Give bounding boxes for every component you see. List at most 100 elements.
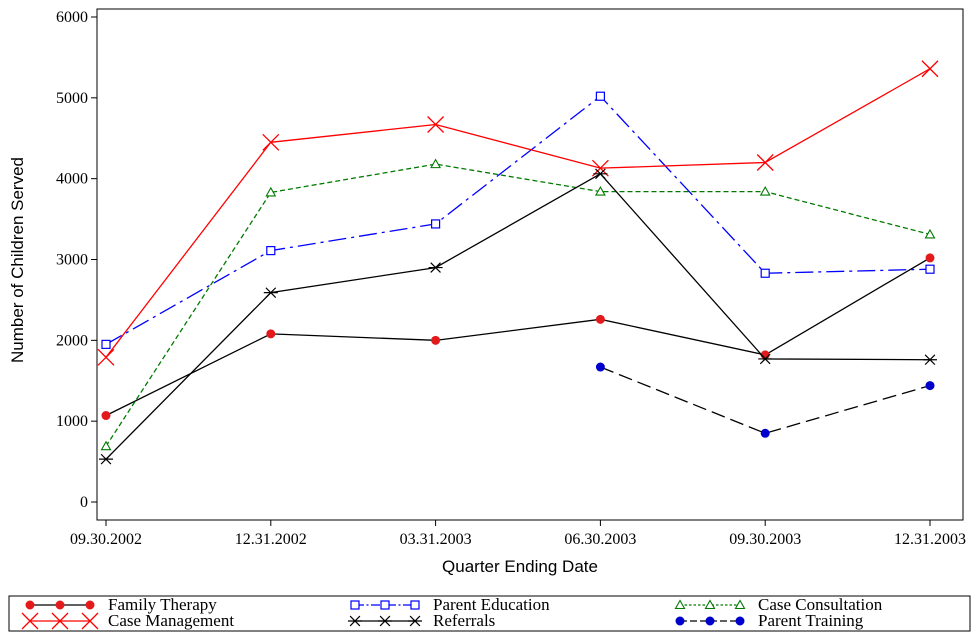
legend-item-parent-education: Parent Education	[350, 595, 550, 614]
x-tick-label: 03.31.2003	[400, 531, 472, 548]
legend-label-case-management: Case Management	[108, 611, 234, 630]
series-referrals	[99, 168, 937, 465]
plot-frame	[96, 8, 964, 521]
data-point-case-management-shape	[262, 133, 280, 151]
data-point-family-therapy-shape	[595, 314, 605, 324]
data-point-case-management-shape	[921, 60, 939, 78]
legend-marker-parent-education	[410, 600, 420, 610]
legend-box	[8, 595, 971, 632]
series-line-case-management	[105, 68, 931, 358]
legend-marker-referrals-shape	[378, 615, 392, 627]
legend-marker-family-therapy	[25, 600, 35, 610]
y-tick-label: 0	[80, 494, 88, 511]
data-point-referrals-shape	[99, 453, 113, 465]
data-point-case-management	[921, 60, 939, 78]
data-point-case-management	[262, 133, 280, 151]
series-line-family-therapy	[105, 257, 931, 417]
legend-marker-parent-education	[350, 600, 360, 610]
data-point-family-therapy-shape	[266, 329, 276, 339]
series-parent-education	[101, 91, 935, 349]
data-point-family-therapy	[431, 335, 441, 345]
data-point-parent-training	[595, 362, 605, 372]
data-point-parent-education	[101, 339, 111, 349]
data-point-case-management-shape	[427, 116, 445, 133]
data-point-parent-education-shape	[101, 339, 111, 349]
series-parent-training	[595, 362, 935, 438]
data-point-case-consultation-shape	[924, 228, 936, 239]
legend-marker-parent-education-shape	[410, 600, 420, 610]
data-point-case-management-shape	[756, 154, 774, 171]
legend-marker-case-management	[21, 612, 39, 630]
data-point-referrals-shape	[923, 354, 937, 366]
data-point-parent-training-shape	[595, 362, 605, 372]
legend-label-family-therapy: Family Therapy	[108, 595, 217, 614]
data-point-parent-education	[925, 264, 935, 274]
legend-marker-parent-training	[705, 616, 715, 626]
series-case-management	[97, 60, 939, 366]
data-point-case-management-shape	[97, 348, 115, 366]
data-point-family-therapy	[101, 411, 111, 421]
data-point-parent-education-shape	[760, 268, 770, 278]
x-tick-label: 06.30.2003	[564, 531, 636, 548]
legend-marker-referrals-shape	[348, 615, 362, 627]
data-point-parent-education	[266, 246, 276, 256]
data-point-referrals	[758, 353, 773, 365]
legend-marker-case-consultation	[734, 599, 746, 610]
data-point-parent-education	[431, 219, 441, 229]
legend-item-parent-training: Parent Training	[675, 611, 864, 630]
legend-label-parent-education: Parent Education	[433, 595, 550, 614]
axes: 0 1000 2000 3000 4000 5000 6000 09.30.2002 12.31…	[56, 8, 966, 548]
legend-marker-case-consultation	[704, 599, 716, 610]
legend-marker-family-therapy-shape	[55, 600, 65, 610]
legend-marker-parent-education-shape	[380, 600, 390, 610]
data-point-parent-training-shape	[925, 381, 935, 391]
legend-marker-case-consultation-shape	[674, 599, 686, 610]
data-point-case-consultation-shape	[430, 158, 442, 169]
data-point-case-consultation	[594, 185, 606, 196]
data-point-parent-education-shape	[431, 219, 441, 229]
legend-marker-referrals	[408, 615, 422, 627]
data-point-case-consultation	[430, 158, 442, 169]
y-tick-label: 2000	[56, 332, 88, 349]
data-point-referrals	[263, 287, 278, 298]
data-point-parent-education-shape	[595, 91, 606, 101]
data-point-family-therapy-shape	[101, 411, 111, 421]
legend-marker-case-consultation-shape	[704, 599, 716, 610]
y-axis-title: Number of Children Served	[8, 157, 27, 363]
legend-item-case-management: Case Management	[21, 611, 234, 630]
data-point-case-consultation-shape	[265, 186, 277, 197]
legend-marker-parent-training-shape	[735, 616, 745, 626]
legend-marker-family-therapy	[55, 600, 65, 610]
legend-marker-parent-training	[735, 616, 745, 626]
data-point-family-therapy	[595, 314, 605, 324]
legend-marker-case-consultation	[674, 599, 686, 610]
legend-marker-case-management	[51, 612, 69, 630]
data-point-case-consultation	[100, 440, 112, 451]
x-tick-label: 09.30.2002	[70, 531, 142, 548]
legend-marker-referrals	[378, 615, 392, 627]
data-point-parent-education-shape	[925, 264, 935, 274]
data-point-parent-education	[760, 268, 770, 278]
data-point-referrals-shape	[593, 168, 608, 180]
legend-label-case-consultation: Case Consultation	[758, 595, 883, 614]
legend-label-referrals: Referrals	[433, 611, 495, 630]
y-tick-label: 6000	[56, 9, 88, 26]
data-point-case-consultation	[759, 185, 771, 196]
data-point-case-management	[756, 154, 774, 171]
series-line-referrals	[105, 172, 931, 460]
data-point-case-consultation-shape	[594, 185, 606, 196]
data-point-parent-training	[925, 381, 935, 391]
legend-marker-parent-education-shape	[350, 600, 360, 610]
data-point-case-consultation	[924, 228, 936, 239]
legend-marker-family-therapy	[85, 600, 95, 610]
data-point-referrals	[99, 453, 113, 465]
legend-marker-case-management	[81, 612, 99, 630]
legend-marker-referrals-shape	[408, 615, 422, 627]
y-tick-label: 1000	[56, 413, 88, 430]
series-line-parent-training	[600, 366, 931, 434]
legend-marker-case-management-shape	[21, 612, 39, 630]
legend-marker-case-consultation-shape	[734, 599, 746, 610]
data-point-case-consultation-shape	[100, 440, 112, 451]
y-tick-label: 3000	[56, 252, 88, 269]
data-point-parent-education	[595, 91, 606, 101]
